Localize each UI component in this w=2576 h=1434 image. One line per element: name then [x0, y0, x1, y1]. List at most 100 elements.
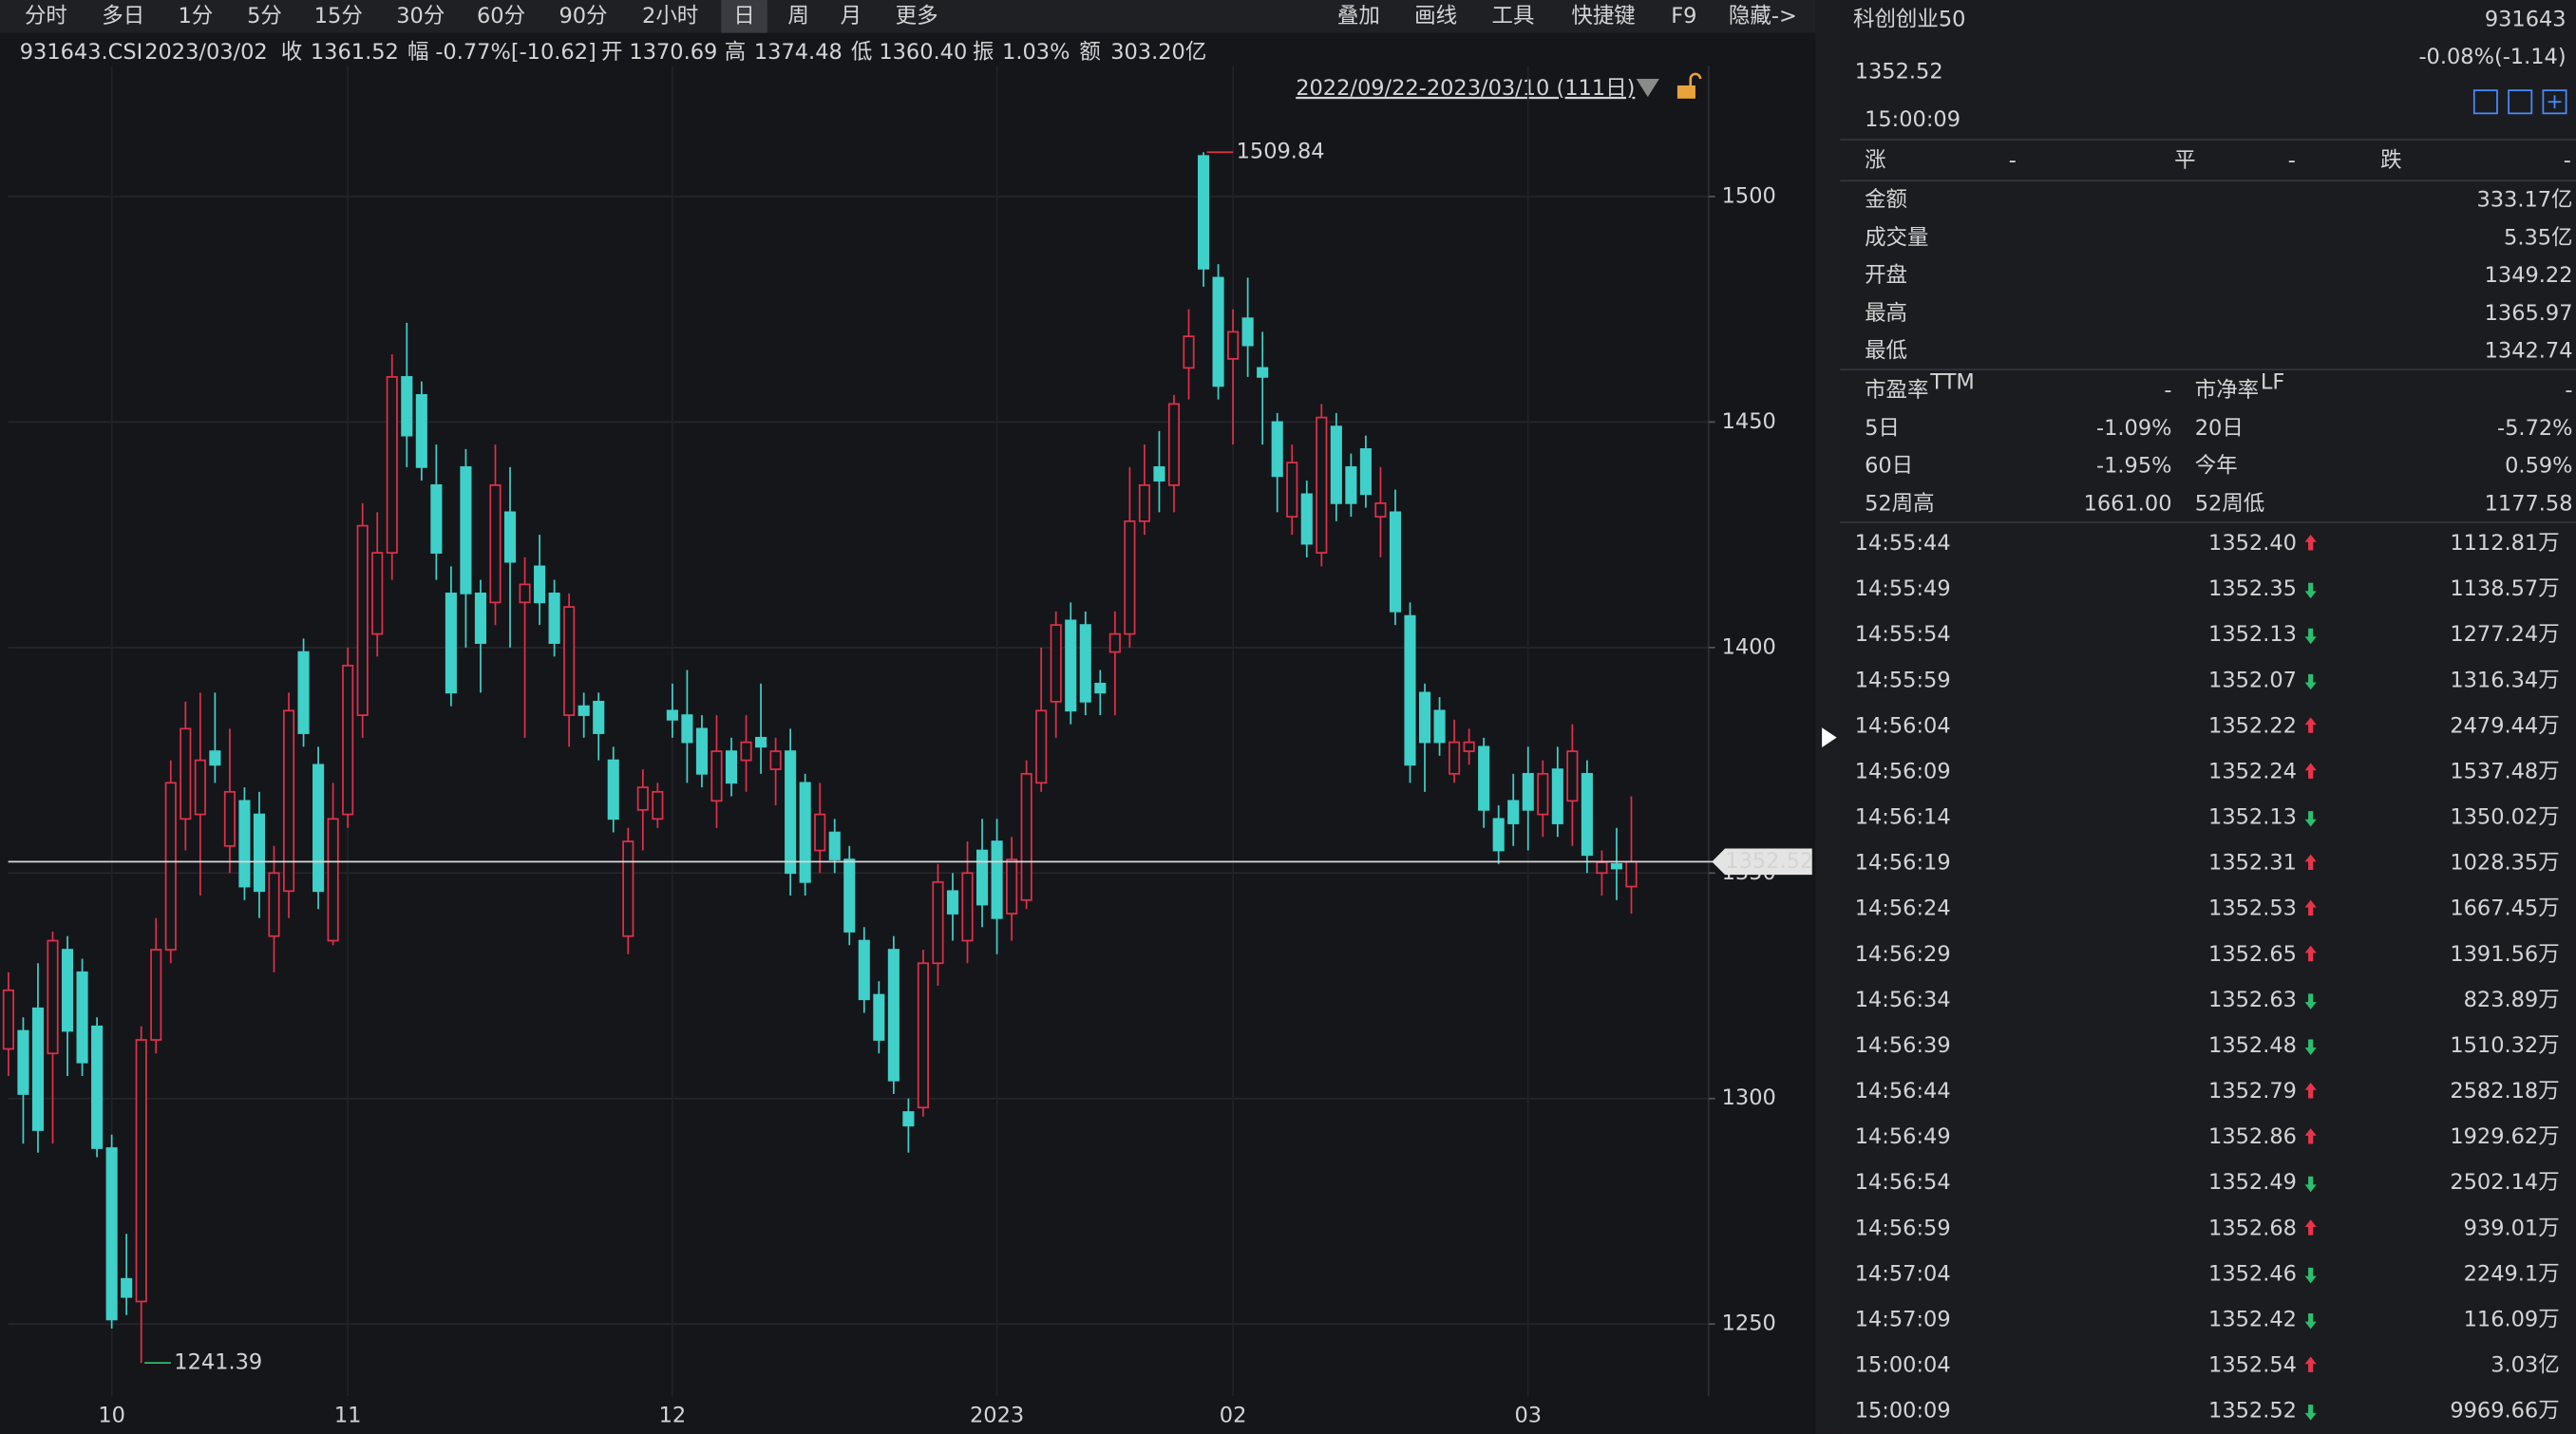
candle-body	[519, 583, 531, 604]
period-button[interactable]: 多日	[102, 4, 144, 28]
trade-volume: 1277.24万	[2450, 622, 2559, 647]
add-icon[interactable]	[2542, 89, 2567, 115]
candle-body	[1138, 484, 1150, 522]
arrow-up	[2304, 854, 2317, 871]
breadth-value: -	[2009, 148, 2017, 173]
trade-volume: 2582.18万	[2450, 1079, 2559, 1104]
candle-body	[946, 890, 959, 915]
candle-body	[223, 790, 236, 847]
candle-body	[1522, 772, 1534, 811]
trade-volume: 116.09万	[2464, 1307, 2560, 1331]
candle-body	[253, 813, 266, 893]
arrow-down	[2304, 628, 2317, 645]
trade-volume: 823.89万	[2464, 988, 2560, 1012]
period-button[interactable]: 15分	[314, 4, 363, 28]
lock-icon[interactable]	[1676, 72, 1702, 99]
trade-price: 1352.65	[2208, 942, 2297, 967]
draw-icon[interactable]	[2472, 89, 2498, 115]
last-price: 1352.52	[1855, 60, 1943, 85]
quote-label: 振	[973, 40, 994, 65]
trade-time: 14:55:49	[1855, 576, 1951, 601]
candle-body	[666, 709, 678, 721]
x-tick-label: 10	[98, 1403, 125, 1427]
candle-body	[31, 1007, 45, 1131]
candle-body	[282, 709, 295, 893]
stat-label: 最低	[1865, 339, 1907, 364]
arrow-up	[2304, 1083, 2317, 1099]
splitter[interactable]	[1815, 0, 1841, 1434]
trade-volume: 2479.44万	[2450, 713, 2559, 738]
trade-price: 1352.22	[2208, 713, 2297, 738]
candle-body	[873, 993, 885, 1041]
tool-button[interactable]: F9	[1671, 4, 1696, 28]
arrow-up	[2304, 1356, 2317, 1372]
x-tick-label: 2023	[970, 1403, 1024, 1427]
trade-time: 14:56:59	[1855, 1216, 1951, 1240]
candle-body	[1330, 425, 1342, 504]
tool-button[interactable]: 快捷键	[1571, 4, 1635, 28]
period-button[interactable]: 1分	[178, 4, 213, 28]
candle-body	[1020, 772, 1032, 901]
arrow-up	[2304, 535, 2317, 551]
candle-body	[135, 1039, 147, 1303]
trade-volume: 9969.66万	[2450, 1399, 2559, 1424]
period-button[interactable]: 60分	[477, 4, 525, 28]
arrow-up	[2304, 1128, 2317, 1144]
tool-button[interactable]: 画线	[1414, 4, 1457, 28]
price-change: -0.08%(-1.14)	[2418, 45, 2566, 69]
range-dropdown[interactable]	[1636, 79, 1659, 98]
candle-body	[1507, 800, 1520, 824]
trade-price: 1352.53	[2208, 896, 2297, 921]
trade-time: 14:55:54	[1855, 622, 1951, 647]
candle-body	[814, 813, 826, 852]
candle-body	[858, 939, 870, 1001]
trade-volume: 1510.32万	[2450, 1033, 2559, 1058]
stat-label: 开盘	[1865, 263, 1907, 288]
tool-button[interactable]: 叠加	[1337, 4, 1380, 28]
quote-value: 1.03%	[1002, 40, 1070, 65]
candle-body	[1374, 502, 1387, 518]
arrow-down	[2304, 993, 2317, 1009]
period-button[interactable]: 90分	[559, 4, 607, 28]
alert-icon[interactable]	[2508, 89, 2533, 115]
y-tick-label: 1450	[1722, 409, 1776, 434]
candle-body	[121, 1277, 133, 1298]
x-tick-label: 02	[1220, 1403, 1247, 1427]
candle-body	[503, 511, 517, 563]
date-range[interactable]: 2022/09/22-2023/03/10 (111日)	[1296, 76, 1635, 101]
quote-label: 开	[601, 40, 622, 65]
candle-body	[1566, 750, 1579, 802]
period-button[interactable]: 2小时	[642, 4, 698, 28]
trade-price: 1352.31	[2208, 851, 2297, 876]
candle-body	[1050, 624, 1062, 703]
arrow-up	[2304, 763, 2317, 779]
quote-value: 303.20亿	[1110, 40, 1206, 65]
candle-body	[91, 1025, 104, 1149]
arrow-down	[2304, 811, 2317, 827]
period-button[interactable]: 30分	[396, 4, 445, 28]
tool-button[interactable]: 隐藏->	[1729, 4, 1797, 28]
period-button[interactable]: 分时	[25, 4, 67, 28]
candle-body	[430, 484, 443, 554]
collapse-arrow[interactable]	[1822, 727, 1837, 747]
ratio-value: -	[2164, 378, 2171, 403]
candle-body	[460, 466, 472, 594]
candle-body	[371, 552, 384, 635]
trade-price: 1352.63	[2208, 988, 2297, 1012]
period-button[interactable]: 周	[787, 4, 808, 28]
candle-body	[607, 759, 619, 821]
breadth-label: 跌	[2380, 148, 2401, 173]
period-button[interactable]: 月	[841, 4, 862, 28]
candle-body	[828, 831, 841, 860]
period-button[interactable]: 5分	[247, 4, 282, 28]
period-button[interactable]: 更多	[896, 4, 938, 28]
candle-body	[563, 606, 576, 716]
quote-value: 1370.69	[629, 40, 717, 65]
breadth-value: -	[2288, 148, 2296, 173]
period-button[interactable]: 日	[733, 4, 754, 28]
tool-button[interactable]: 工具	[1491, 4, 1534, 28]
arrow-up	[2304, 1219, 2317, 1236]
y-tick-label: 1400	[1722, 634, 1776, 659]
candle-body	[17, 1029, 29, 1095]
